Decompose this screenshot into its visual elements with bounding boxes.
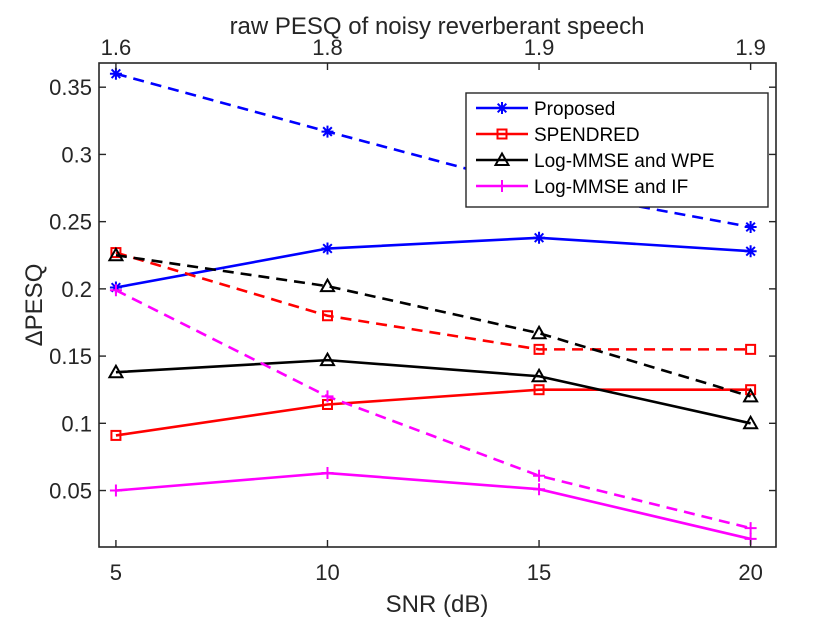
data-point	[109, 284, 122, 297]
x-tick-label: 20	[738, 560, 762, 585]
legend-label: Log-MMSE and IF	[534, 177, 688, 198]
series-line	[115, 236, 751, 289]
series-0	[109, 231, 757, 294]
data-point	[319, 351, 336, 367]
series-line	[115, 289, 751, 530]
x-tick-label: 15	[527, 560, 551, 585]
data-point	[321, 242, 334, 255]
series-2	[110, 384, 757, 441]
series-4	[107, 351, 759, 430]
legend-items: Proposed SPENDRED Log-MMSE and WPE Log-MMSE…	[476, 99, 715, 198]
top-tick-label: 1.8	[312, 35, 343, 60]
data-point	[530, 367, 548, 383]
data-point	[533, 231, 546, 244]
data-point	[745, 384, 757, 396]
data-point	[109, 67, 122, 80]
axis-layer: 5 10 15 20 1.6 1.8 1.9 1.9 0.05 0.1 0.15 0.2 0.25 0.3…	[49, 35, 776, 585]
series-line	[115, 471, 751, 541]
data-point	[533, 469, 546, 482]
data-point	[742, 414, 759, 430]
data-point	[742, 387, 759, 403]
data-point	[321, 467, 334, 480]
legend-item: SPENDRED	[476, 125, 640, 146]
data-point	[744, 522, 757, 535]
y-axis-label: ΔPESQ	[21, 264, 48, 347]
series-line	[115, 253, 751, 398]
data-point	[745, 343, 757, 355]
y-tick-label: 0.1	[61, 411, 92, 436]
legend-label: Log-MMSE and WPE	[534, 151, 715, 172]
top-tick-label: 1.9	[524, 35, 555, 60]
legend-marker	[493, 151, 511, 166]
data-point	[744, 221, 757, 234]
data-point	[533, 483, 546, 496]
y-tick-label: 0.2	[61, 277, 92, 302]
series-6	[109, 467, 757, 545]
legend-marker	[496, 180, 508, 192]
legend-item: Log-MMSE and WPE	[476, 151, 715, 172]
legend-item: Log-MMSE and IF	[476, 177, 688, 198]
legend-label: Proposed	[534, 99, 615, 120]
series-line	[115, 251, 751, 351]
top-axis-label: raw PESQ of noisy reverberant speech	[230, 13, 645, 40]
plot-frame	[98, 62, 777, 548]
series-3	[110, 247, 757, 355]
data-point	[110, 429, 122, 441]
data-point	[109, 484, 122, 497]
data-point	[107, 246, 125, 262]
y-tick-label: 0.3	[61, 142, 92, 167]
legend-label: SPENDRED	[534, 125, 640, 146]
data-point	[321, 310, 333, 322]
legend-marker	[496, 128, 508, 140]
data-point	[744, 245, 757, 258]
y-tick-label: 0.05	[49, 479, 92, 504]
data-point	[533, 384, 545, 396]
series-line	[115, 358, 751, 425]
top-tick-label: 1.9	[735, 35, 766, 60]
y-tick-label: 0.15	[49, 344, 92, 369]
series-layer	[107, 67, 759, 545]
x-axis-label: SNR (dB)	[386, 591, 489, 618]
series-line	[115, 388, 751, 437]
data-point	[321, 125, 334, 138]
series-7	[109, 284, 757, 535]
y-tick-label: 0.35	[49, 75, 92, 100]
x-tick-label: 10	[315, 560, 339, 585]
series-5	[107, 246, 759, 403]
data-point	[107, 363, 125, 379]
data-point	[533, 343, 545, 355]
x-tick-label: 5	[110, 560, 122, 585]
legend: Proposed SPENDRED Log-MMSE and WPE Log-MMSE…	[465, 92, 769, 208]
data-point	[321, 390, 334, 403]
y-tick-label: 0.25	[49, 210, 92, 235]
legend-item: Proposed	[476, 99, 615, 120]
top-tick-label: 1.6	[101, 35, 132, 60]
data-point	[319, 277, 336, 293]
data-point	[530, 324, 548, 340]
legend-marker	[496, 102, 508, 114]
legend-box	[465, 92, 769, 208]
